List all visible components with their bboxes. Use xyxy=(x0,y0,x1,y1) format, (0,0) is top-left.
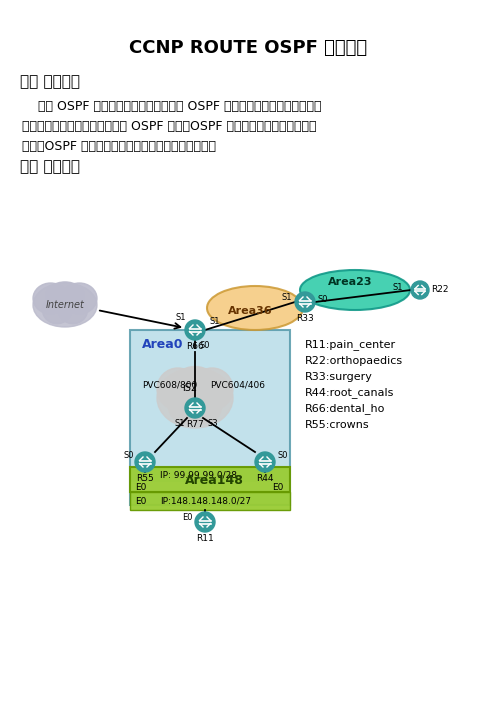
Text: IP: 99.99.99.0/28: IP: 99.99.99.0/28 xyxy=(160,470,237,479)
Text: Area148: Area148 xyxy=(185,475,244,487)
Ellipse shape xyxy=(43,298,71,324)
Circle shape xyxy=(411,281,429,299)
FancyBboxPatch shape xyxy=(130,467,290,492)
Text: R11:pain_center: R11:pain_center xyxy=(305,340,396,350)
Ellipse shape xyxy=(33,283,68,314)
Text: Internet: Internet xyxy=(46,300,84,310)
Circle shape xyxy=(255,452,275,472)
Text: E0: E0 xyxy=(135,482,146,491)
Text: S0: S0 xyxy=(200,341,210,350)
Ellipse shape xyxy=(300,270,410,310)
Text: R33: R33 xyxy=(296,314,314,323)
Circle shape xyxy=(185,320,205,340)
Text: E0: E0 xyxy=(272,482,283,491)
Text: 一、 实验目的: 一、 实验目的 xyxy=(20,74,80,89)
Ellipse shape xyxy=(169,388,202,423)
Text: R33:surgery: R33:surgery xyxy=(305,372,373,382)
Text: R44: R44 xyxy=(256,474,274,483)
Text: Area36: Area36 xyxy=(228,306,272,316)
FancyBboxPatch shape xyxy=(130,482,290,492)
Text: S1: S1 xyxy=(393,284,403,293)
Text: CCNP ROUTE OSPF 综合实验: CCNP ROUTE OSPF 综合实验 xyxy=(129,39,367,57)
Ellipse shape xyxy=(187,388,222,423)
Text: S0: S0 xyxy=(318,295,328,303)
Circle shape xyxy=(195,512,215,532)
Text: S1: S1 xyxy=(175,418,185,428)
Text: R66:dental_ho: R66:dental_ho xyxy=(305,404,385,414)
Circle shape xyxy=(185,398,205,418)
Text: R77: R77 xyxy=(186,420,204,429)
Ellipse shape xyxy=(59,298,87,324)
Ellipse shape xyxy=(191,368,233,410)
FancyBboxPatch shape xyxy=(130,330,290,505)
Text: 掌握 OSPF 的配置命令，学会应用一些 OSPF 的高级功能，如虚链路，手动: 掌握 OSPF 的配置命令，学会应用一些 OSPF 的高级功能，如虚链路，手动 xyxy=(22,100,321,114)
Text: R22: R22 xyxy=(431,286,448,295)
Circle shape xyxy=(135,452,155,472)
Text: S0: S0 xyxy=(278,451,288,461)
Text: IP:148.148.148.0/27: IP:148.148.148.0/27 xyxy=(160,496,251,505)
Text: 指定网络类型，帧中继环境中的 OSPF 配置，OSPF 选路的修改，完全未梢区的: 指定网络类型，帧中继环境中的 OSPF 配置，OSPF 选路的修改，完全未梢区的 xyxy=(22,121,316,133)
Text: R44:root_canals: R44:root_canals xyxy=(305,388,394,399)
Text: R55:crowns: R55:crowns xyxy=(305,420,370,430)
Text: E0: E0 xyxy=(135,496,146,505)
Ellipse shape xyxy=(157,368,199,410)
Text: R66: R66 xyxy=(186,342,204,351)
Text: R11: R11 xyxy=(196,534,214,543)
Circle shape xyxy=(295,292,315,312)
Text: Area23: Area23 xyxy=(328,277,372,287)
Text: S1: S1 xyxy=(176,312,186,322)
Ellipse shape xyxy=(46,282,84,310)
Ellipse shape xyxy=(157,368,233,428)
Text: 二、 实验拓扑: 二、 实验拓扑 xyxy=(20,159,80,175)
Ellipse shape xyxy=(207,286,303,330)
Text: S0: S0 xyxy=(124,451,134,461)
Text: E0: E0 xyxy=(182,512,192,522)
Text: S3: S3 xyxy=(208,418,218,428)
Ellipse shape xyxy=(62,283,97,314)
Text: 配置，OSPF 区域验证，手动汇总，默认路由的传递。: 配置，OSPF 区域验证，手动汇总，默认路由的传递。 xyxy=(22,140,216,154)
Ellipse shape xyxy=(172,366,218,406)
Text: Area0: Area0 xyxy=(142,338,184,350)
FancyBboxPatch shape xyxy=(130,492,290,510)
Text: S1: S1 xyxy=(282,293,292,301)
Text: S1: S1 xyxy=(210,317,220,326)
Text: R55: R55 xyxy=(136,474,154,483)
Text: PVC608/800: PVC608/800 xyxy=(142,380,197,390)
Text: iS2: iS2 xyxy=(183,383,197,393)
Ellipse shape xyxy=(33,283,97,327)
Text: R22:orthopaedics: R22:orthopaedics xyxy=(305,356,403,366)
Text: PVC604/406: PVC604/406 xyxy=(210,380,265,390)
